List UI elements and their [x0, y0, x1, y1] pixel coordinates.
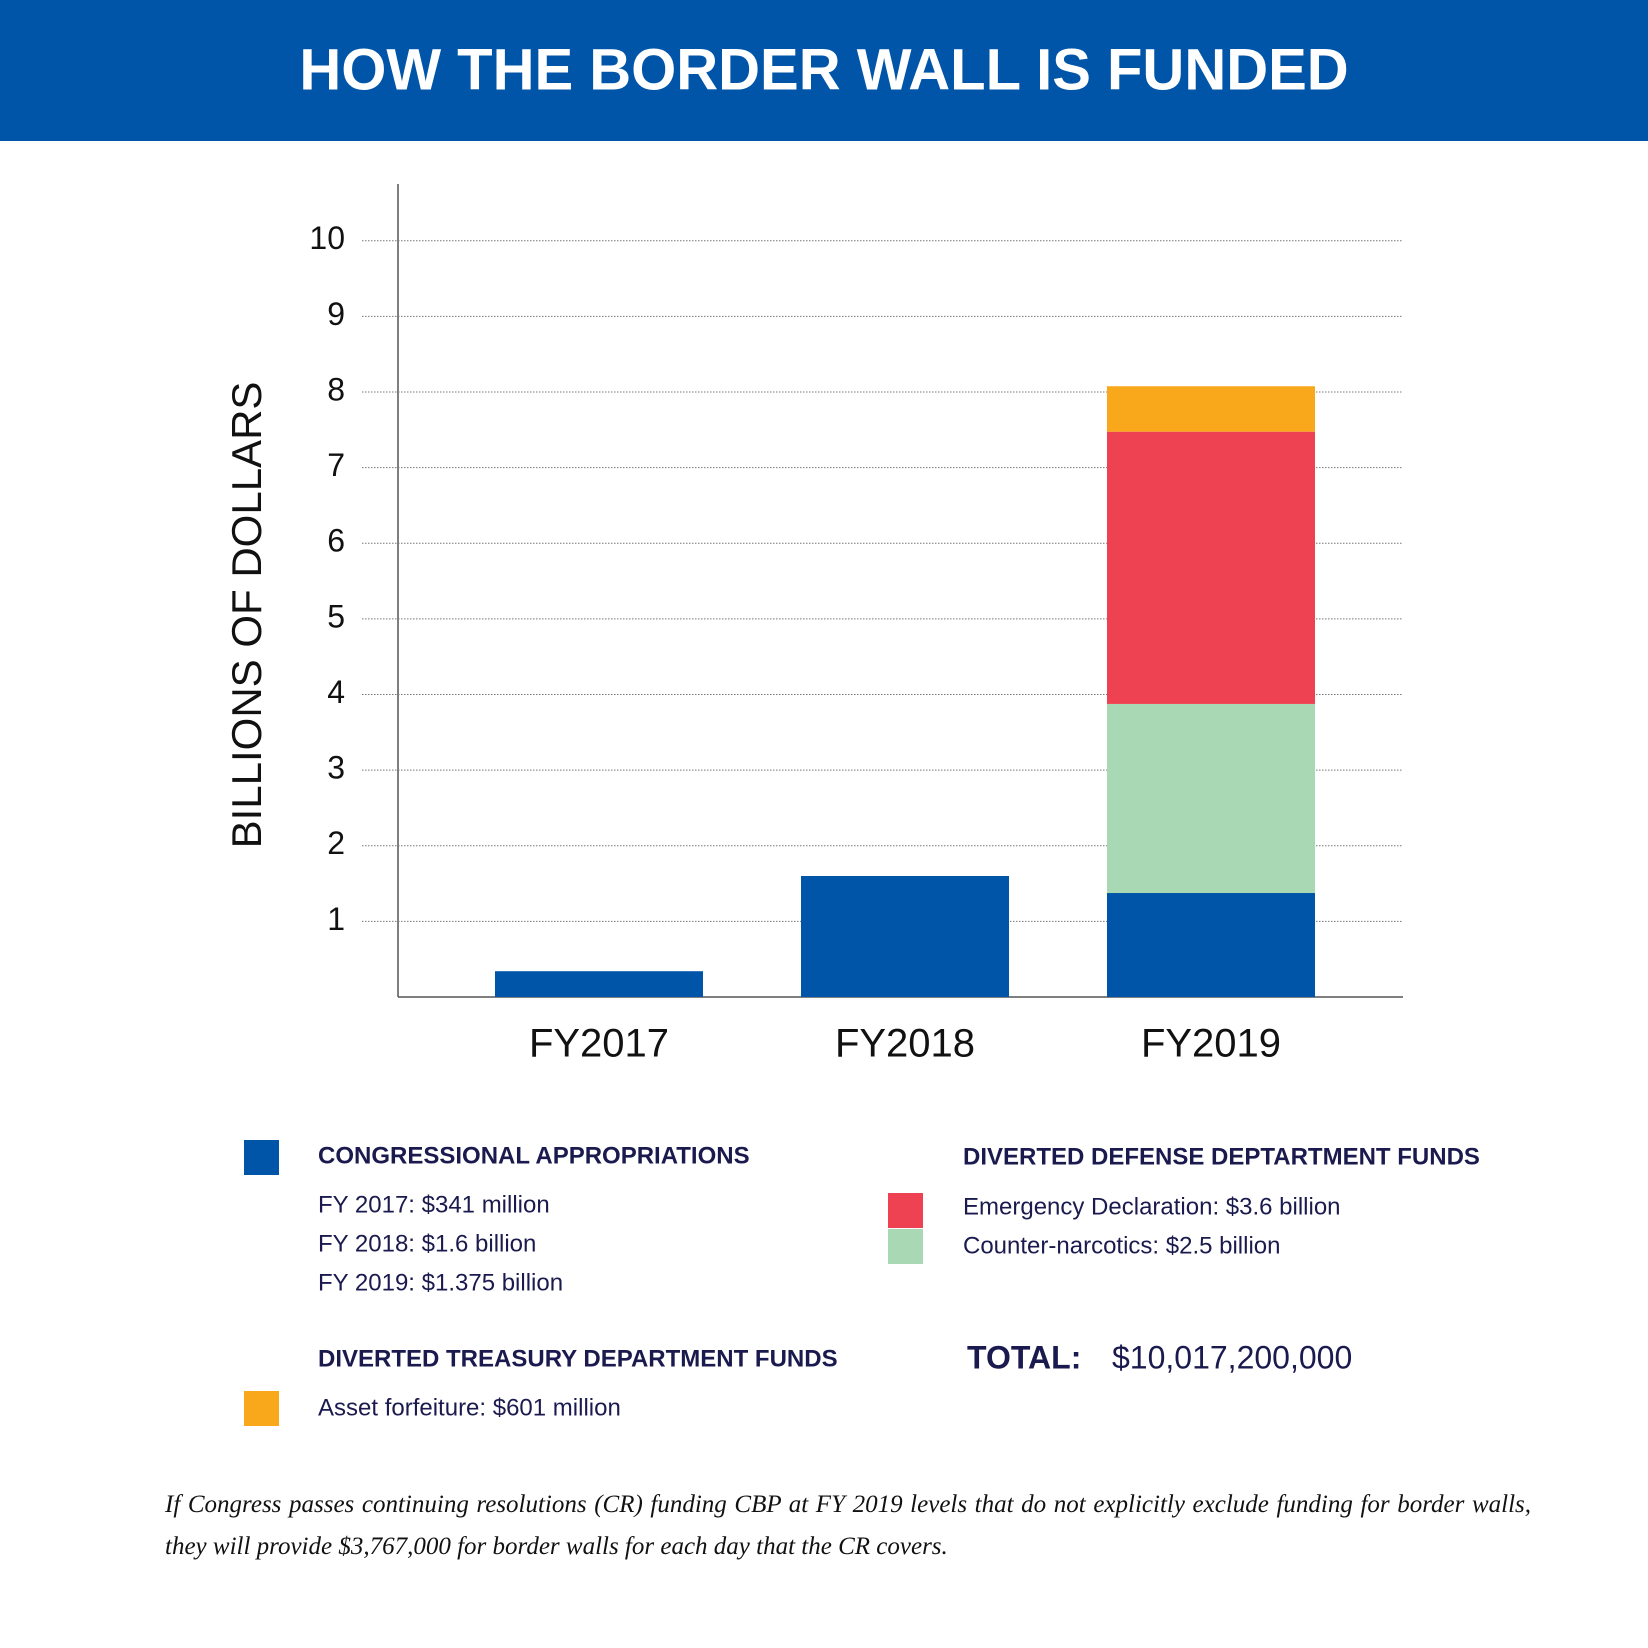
legend-swatch: [888, 1193, 923, 1228]
total-label: TOTAL:: [967, 1339, 1081, 1375]
bar-segment: [1107, 386, 1315, 432]
y-tick-label: 6: [327, 523, 345, 559]
legend-detail: FY 2017: $341 million: [318, 1191, 550, 1218]
legend-label: Asset forfeiture: $601 million: [318, 1394, 621, 1421]
legend-heading: DIVERTED DEFENSE DEPTARTMENT FUNDS: [963, 1143, 1480, 1170]
y-tick-label: 4: [327, 674, 345, 710]
legend-label: Emergency Declaration: $3.6 billion: [963, 1193, 1341, 1220]
y-tick-label: 5: [327, 598, 345, 634]
y-tick-label: 10: [309, 220, 345, 256]
legend-label: CONGRESSIONAL APPROPRIATIONS: [318, 1142, 750, 1169]
y-axis-label: BILLIONS OF DOLLARS: [223, 382, 270, 849]
footnote: If Congress passes continuing resolution…: [165, 1491, 1531, 1560]
y-tick-label: 8: [327, 371, 345, 407]
chart: HOW THE BORDER WALL IS FUNDED BILLIONS O…: [0, 0, 1648, 1426]
legend-swatch: [888, 1229, 923, 1264]
legend-detail: FY 2019: $1.375 billion: [318, 1269, 563, 1296]
y-tick-label: 7: [327, 447, 345, 483]
bar-segment: [1107, 703, 1315, 894]
chart-title: HOW THE BORDER WALL IS FUNDED: [299, 37, 1348, 102]
header-band: [0, 0, 1648, 141]
y-tick-label: 1: [327, 901, 345, 937]
bar-segment: [1107, 893, 1315, 997]
y-tick-label: 3: [327, 750, 345, 786]
bar-segment: [801, 875, 1009, 997]
legend-detail: FY 2018: $1.6 billion: [318, 1230, 536, 1257]
y-tick-label: 9: [327, 296, 345, 332]
bar-segment: [1107, 431, 1315, 704]
legend-swatch: [244, 1391, 279, 1426]
total-value: $10,017,200,000: [1112, 1339, 1352, 1375]
x-tick-label: FY2017: [529, 1022, 669, 1066]
legend-label: Counter-narcotics: $2.5 billion: [963, 1232, 1281, 1259]
bar-segment: [495, 971, 703, 997]
legend-swatch: [244, 1140, 279, 1175]
legend-heading: DIVERTED TREASURY DEPARTMENT FUNDS: [318, 1345, 838, 1372]
x-tick-label: FY2019: [1141, 1022, 1281, 1066]
x-tick-label: FY2018: [835, 1022, 975, 1066]
y-tick-label: 2: [327, 825, 345, 861]
